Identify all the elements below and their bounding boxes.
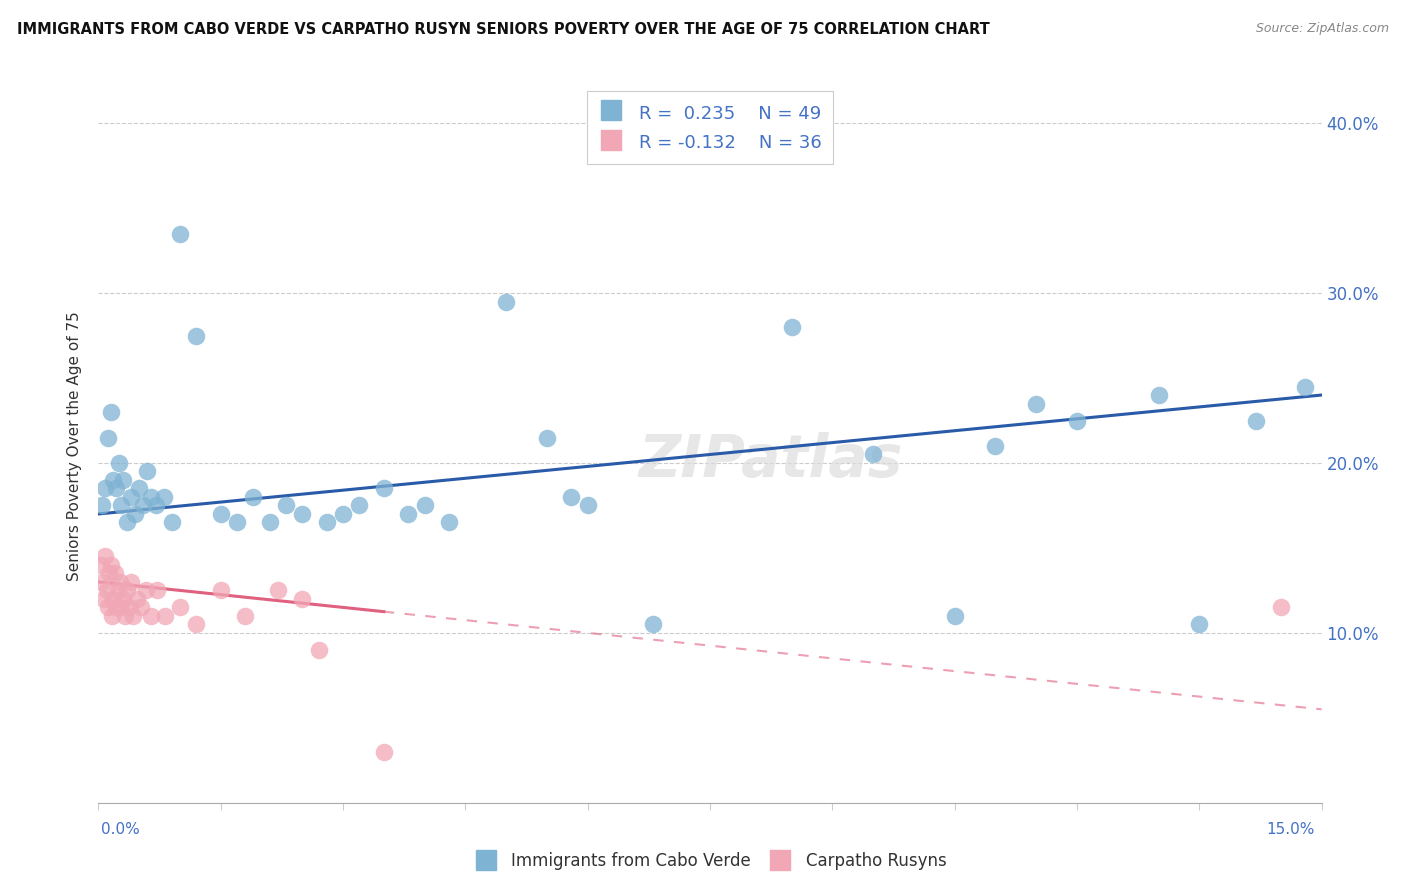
Point [233, 608, 256, 623]
Point [315, 516, 337, 530]
Point [108, 574, 131, 589]
Point [209, 583, 232, 598]
Point [495, 294, 517, 309]
Point [146, 583, 169, 598]
Point [111, 591, 134, 606]
Point [226, 516, 249, 530]
Point [943, 608, 966, 623]
Point [101, 473, 124, 487]
Point [259, 516, 281, 530]
Point [136, 465, 159, 479]
Point [108, 456, 131, 470]
Point [114, 608, 136, 623]
Point [1147, 388, 1170, 402]
Text: Source: ZipAtlas.com: Source: ZipAtlas.com [1256, 22, 1389, 36]
Point [100, 405, 122, 419]
Point [780, 320, 803, 334]
Text: 15.0%: 15.0% [1267, 822, 1315, 837]
Point [209, 507, 232, 521]
Point [169, 600, 191, 615]
Point [267, 583, 290, 598]
Point [124, 507, 146, 521]
Point [128, 482, 150, 496]
Point [91, 574, 114, 589]
Point [120, 490, 142, 504]
Point [110, 600, 132, 615]
Point [96, 583, 118, 598]
Point [160, 516, 183, 530]
Point [115, 583, 138, 598]
Point [90, 558, 112, 572]
Point [169, 227, 191, 241]
Point [105, 600, 128, 615]
Point [862, 448, 884, 462]
Point [396, 507, 419, 521]
Point [186, 617, 208, 632]
Point [94, 482, 117, 496]
Point [98, 566, 121, 581]
Point [145, 499, 167, 513]
Point [576, 499, 599, 513]
Point [101, 608, 124, 623]
Legend: Immigrants from Cabo Verde, Carpatho Rusyns: Immigrants from Cabo Verde, Carpatho Rus… [467, 846, 953, 877]
Point [274, 499, 297, 513]
Point [115, 516, 138, 530]
Point [308, 643, 330, 657]
Point [100, 558, 122, 572]
Point [242, 490, 264, 504]
Point [984, 439, 1007, 453]
Point [1025, 396, 1047, 410]
Point [536, 430, 558, 444]
Point [560, 490, 582, 504]
Point [107, 583, 129, 598]
Point [373, 482, 395, 496]
Point [135, 583, 157, 598]
Point [141, 490, 163, 504]
Point [118, 600, 141, 615]
Point [437, 516, 460, 530]
Point [141, 608, 163, 623]
Point [152, 490, 174, 504]
Point [97, 600, 120, 615]
Point [122, 608, 145, 623]
Point [91, 499, 114, 513]
Point [101, 591, 124, 606]
Text: ZIPatlas: ZIPatlas [638, 432, 904, 489]
Y-axis label: Seniors Poverty Over the Age of 75: Seniors Poverty Over the Age of 75 [67, 311, 83, 581]
Point [1188, 617, 1211, 632]
Point [373, 745, 395, 759]
Point [155, 608, 177, 623]
Point [104, 566, 127, 581]
Point [641, 617, 664, 632]
Point [413, 499, 436, 513]
Point [349, 499, 371, 513]
Point [110, 499, 132, 513]
Point [132, 499, 155, 513]
Point [125, 591, 148, 606]
Point [97, 430, 120, 444]
Point [120, 574, 142, 589]
Point [291, 507, 314, 521]
Point [1246, 413, 1268, 427]
Point [105, 482, 128, 496]
Point [93, 591, 115, 606]
Point [186, 328, 208, 343]
Text: 0.0%: 0.0% [101, 822, 141, 837]
Point [1270, 600, 1292, 615]
Point [332, 507, 354, 521]
Point [291, 591, 314, 606]
Point [94, 549, 117, 564]
Point [1294, 379, 1316, 393]
Point [1066, 413, 1088, 427]
Point [129, 600, 152, 615]
Text: IMMIGRANTS FROM CABO VERDE VS CARPATHO RUSYN SENIORS POVERTY OVER THE AGE OF 75 : IMMIGRANTS FROM CABO VERDE VS CARPATHO R… [17, 22, 990, 37]
Point [111, 473, 134, 487]
